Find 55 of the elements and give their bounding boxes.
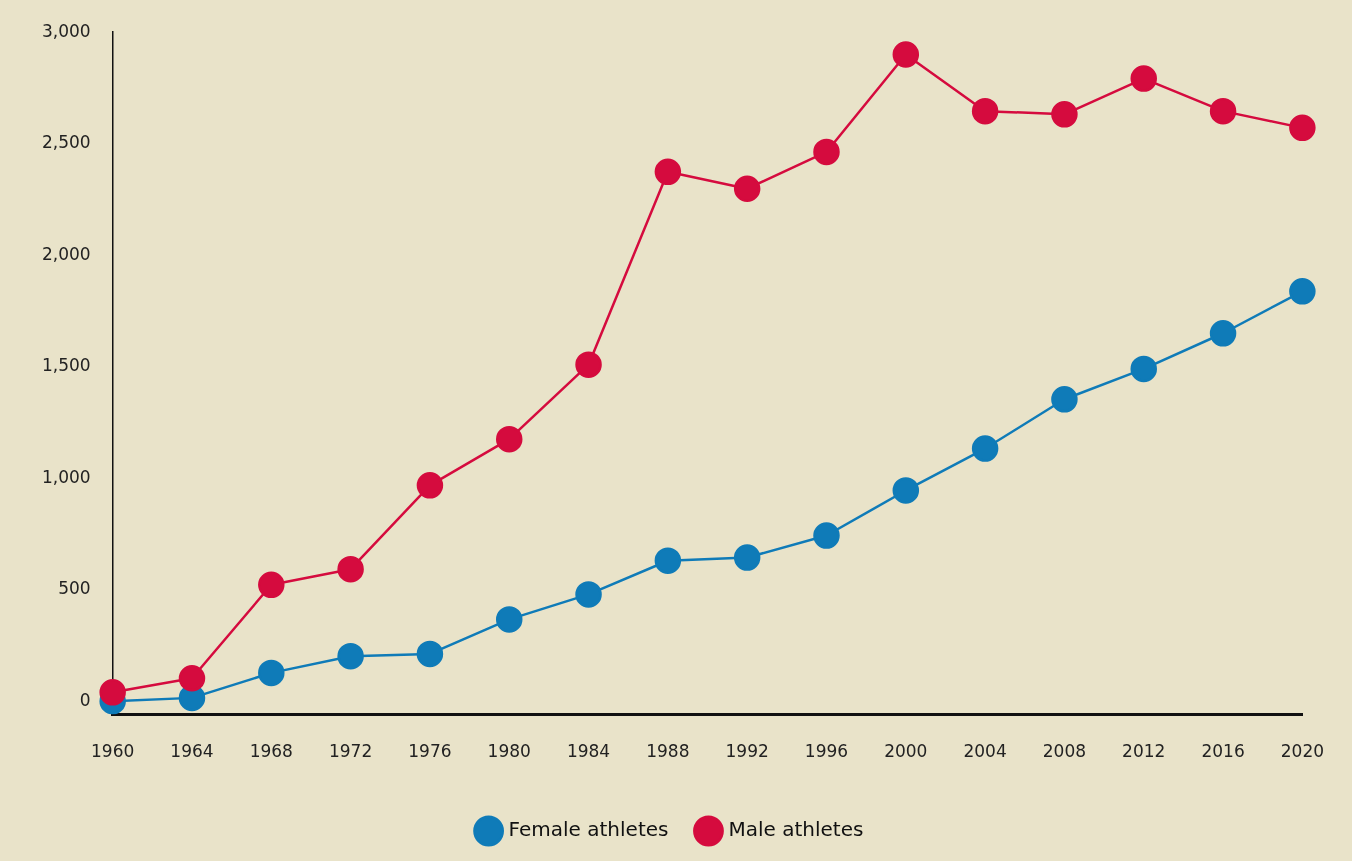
point (337, 555, 364, 583)
point (654, 547, 682, 574)
y-tick-label: 1,000 (42, 466, 91, 487)
x-tick-label: 1988 (646, 741, 690, 762)
x-tick-label: 2012 (1122, 741, 1166, 762)
y-tick-label: 2,000 (42, 243, 91, 264)
point (813, 522, 840, 549)
point (416, 472, 444, 499)
point (575, 351, 602, 378)
x-tick-label: 2020 (1280, 741, 1324, 762)
point (1289, 278, 1316, 305)
point (1209, 320, 1237, 347)
x-tick-label: 1968 (249, 741, 293, 762)
legend-label: Female athletes (508, 817, 669, 842)
point (495, 425, 523, 453)
x-tick-label: 1964 (170, 741, 214, 762)
x-tick-label: 2008 (1042, 741, 1087, 762)
y-tick-label: 1,500 (42, 355, 91, 376)
y-tick-label: 2,500 (42, 132, 91, 153)
point (733, 544, 761, 571)
x-tick-label: 1960 (91, 741, 135, 762)
point (971, 435, 999, 462)
x-tick-label: 1972 (328, 741, 373, 762)
point (258, 571, 285, 599)
point (1289, 114, 1316, 142)
y-tick-label: 0 (79, 689, 91, 710)
x-tick-label: 2000 (884, 741, 928, 762)
point (971, 97, 999, 125)
point (1051, 386, 1078, 413)
point (99, 679, 126, 706)
x-tick-label: 1992 (725, 741, 769, 762)
point (337, 642, 364, 670)
y-tick-label: 3,000 (42, 20, 91, 41)
point (258, 659, 285, 687)
point (654, 158, 682, 186)
x-tick-label: 1976 (408, 741, 452, 762)
point (892, 41, 920, 68)
legend-label: Male athletes (728, 817, 864, 842)
x-tick-label: 2016 (1201, 741, 1245, 762)
x-tick-label: 2004 (963, 741, 1007, 762)
point (892, 477, 920, 504)
point (1130, 355, 1157, 383)
point (1051, 101, 1078, 128)
point (495, 606, 523, 633)
y-tick-label: 500 (58, 578, 91, 599)
point (575, 581, 602, 608)
point (1130, 65, 1157, 92)
point (733, 175, 761, 202)
point (1209, 97, 1237, 125)
point (813, 138, 840, 166)
x-tick-label: 1980 (487, 741, 531, 762)
point (178, 665, 206, 692)
x-tick-label: 1996 (804, 741, 849, 762)
point (416, 640, 444, 668)
x-tick-label: 1984 (566, 741, 611, 762)
